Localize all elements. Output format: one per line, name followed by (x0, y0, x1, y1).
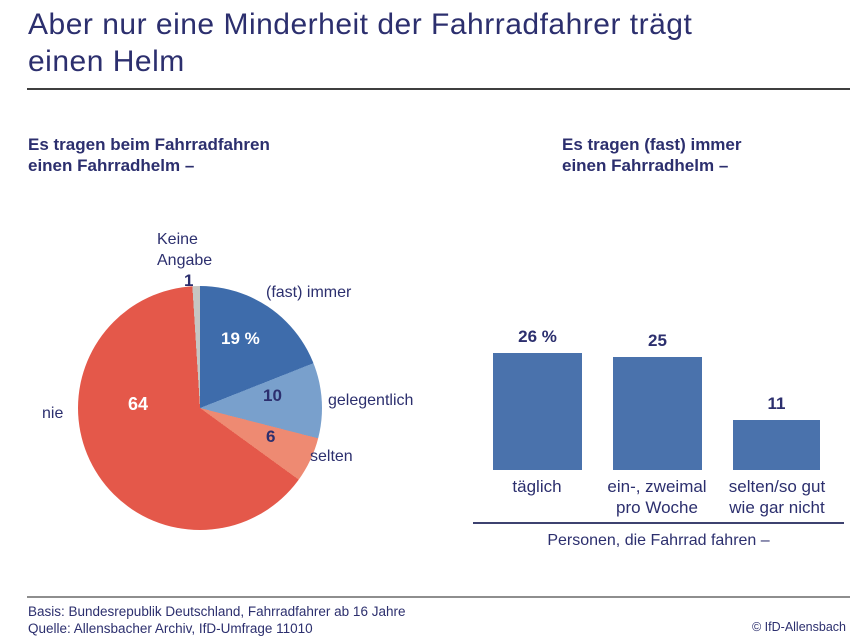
bar-category-selten: selten/so gut wie gar nicht (728, 477, 826, 517)
footer-copyright: © IfD-Allensbach (752, 620, 846, 634)
page-title: Aber nur eine Minderheit der Fahrradfahr… (28, 8, 693, 78)
bar-category-ein-zweimal: ein-, zweimal pro Woche (607, 477, 707, 517)
bar-axis-caption: Personen, die Fahrrad fahren – (547, 532, 770, 549)
pie-value-nie: 64 (128, 394, 149, 414)
bar-value-taeglich: 26 % (518, 327, 557, 346)
pie-label-keine-angabe: Keine Angabe (157, 231, 213, 269)
footer-basis: Basis: Bundesrepublik Deutschland, Fahrr… (28, 604, 406, 619)
right-chart-subtitle: Es tragen (fast) immer einen Fahrradhelm… (562, 135, 742, 175)
bar-group-ein-zweimal: 25 (613, 331, 702, 470)
bar-selten (733, 420, 820, 470)
bar-category-taeglich: täglich (512, 477, 562, 496)
bar-value-selten: 11 (767, 394, 786, 413)
pie-label-nie: nie (42, 405, 64, 422)
bar-taeglich (493, 353, 582, 470)
pie-value-selten: 6 (266, 427, 276, 446)
pie-label-fast-immer: (fast) immer (266, 284, 352, 301)
helmet-usage-pie-chart (78, 286, 322, 530)
footer-divider (27, 596, 850, 598)
bar-group-taeglich: 26 % (493, 327, 582, 470)
pie-value-keine-angabe: 1 (184, 271, 194, 290)
pie-value-gelegentlich: 10 (263, 386, 282, 405)
pie-label-selten: selten (310, 448, 353, 465)
pie-label-gelegentlich: gelegentlich (328, 392, 414, 409)
left-chart-subtitle: Es tragen beim Fahrradfahren einen Fahrr… (28, 135, 270, 175)
bar-value-ein-zweimal: 25 (648, 331, 667, 350)
pie-value-fast-immer: 19 % (221, 329, 260, 348)
bar-axis-line (473, 522, 844, 524)
title-divider (27, 88, 850, 90)
footer-source: Quelle: Allensbacher Archiv, IfD-Umfrage… (28, 621, 313, 636)
bar-group-selten: 11 (733, 394, 820, 470)
bar-ein-zweimal (613, 357, 702, 470)
